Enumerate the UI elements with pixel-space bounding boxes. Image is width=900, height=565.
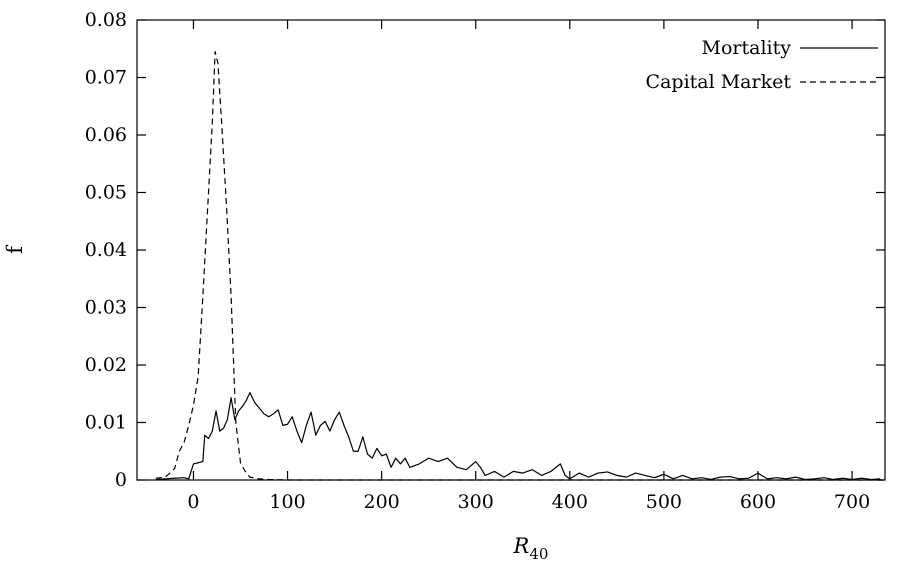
- x-axis-title-main: R: [513, 534, 530, 558]
- x-axis-title-subscript: 40: [529, 545, 548, 563]
- x-tick-label: 500: [646, 491, 682, 513]
- x-tick-label: 400: [552, 491, 588, 513]
- legend: Mortality Capital Market: [646, 37, 878, 93]
- y-tick-label: 0.05: [85, 182, 127, 204]
- x-tick-label: 100: [269, 491, 305, 513]
- x-tick-label: 300: [458, 491, 494, 513]
- x-tick-label: 600: [740, 491, 776, 513]
- x-tick-label: 0: [187, 491, 199, 513]
- legend-label-capital-market: Capital Market: [646, 71, 792, 93]
- series-line-capital-market: [155, 51, 885, 481]
- y-tick-label: 0.03: [85, 297, 127, 319]
- series-line-mortality: [155, 392, 881, 481]
- x-tick-label: 200: [363, 491, 399, 513]
- x-axis-title: R40: [513, 534, 549, 563]
- y-tick-label: 0.04: [85, 239, 127, 261]
- legend-label-mortality: Mortality: [702, 37, 792, 59]
- series-layer: [155, 51, 885, 481]
- y-tick-label: 0.08: [85, 9, 127, 31]
- y-tick-label: 0.02: [85, 354, 127, 376]
- y-tick-label: 0: [115, 469, 127, 491]
- y-axis-ticks: 0 0.01 0.02 0.03 0.04 0.05 0.06 0.07 0.08: [85, 9, 885, 491]
- x-axis-ticks: 0 100 200 300 400 500 600 700: [187, 20, 870, 513]
- y-axis-title: f: [3, 244, 27, 254]
- y-tick-label: 0.01: [85, 412, 127, 434]
- y-tick-label: 0.07: [85, 67, 127, 89]
- x-tick-label: 700: [834, 491, 870, 513]
- y-tick-label: 0.06: [85, 124, 127, 146]
